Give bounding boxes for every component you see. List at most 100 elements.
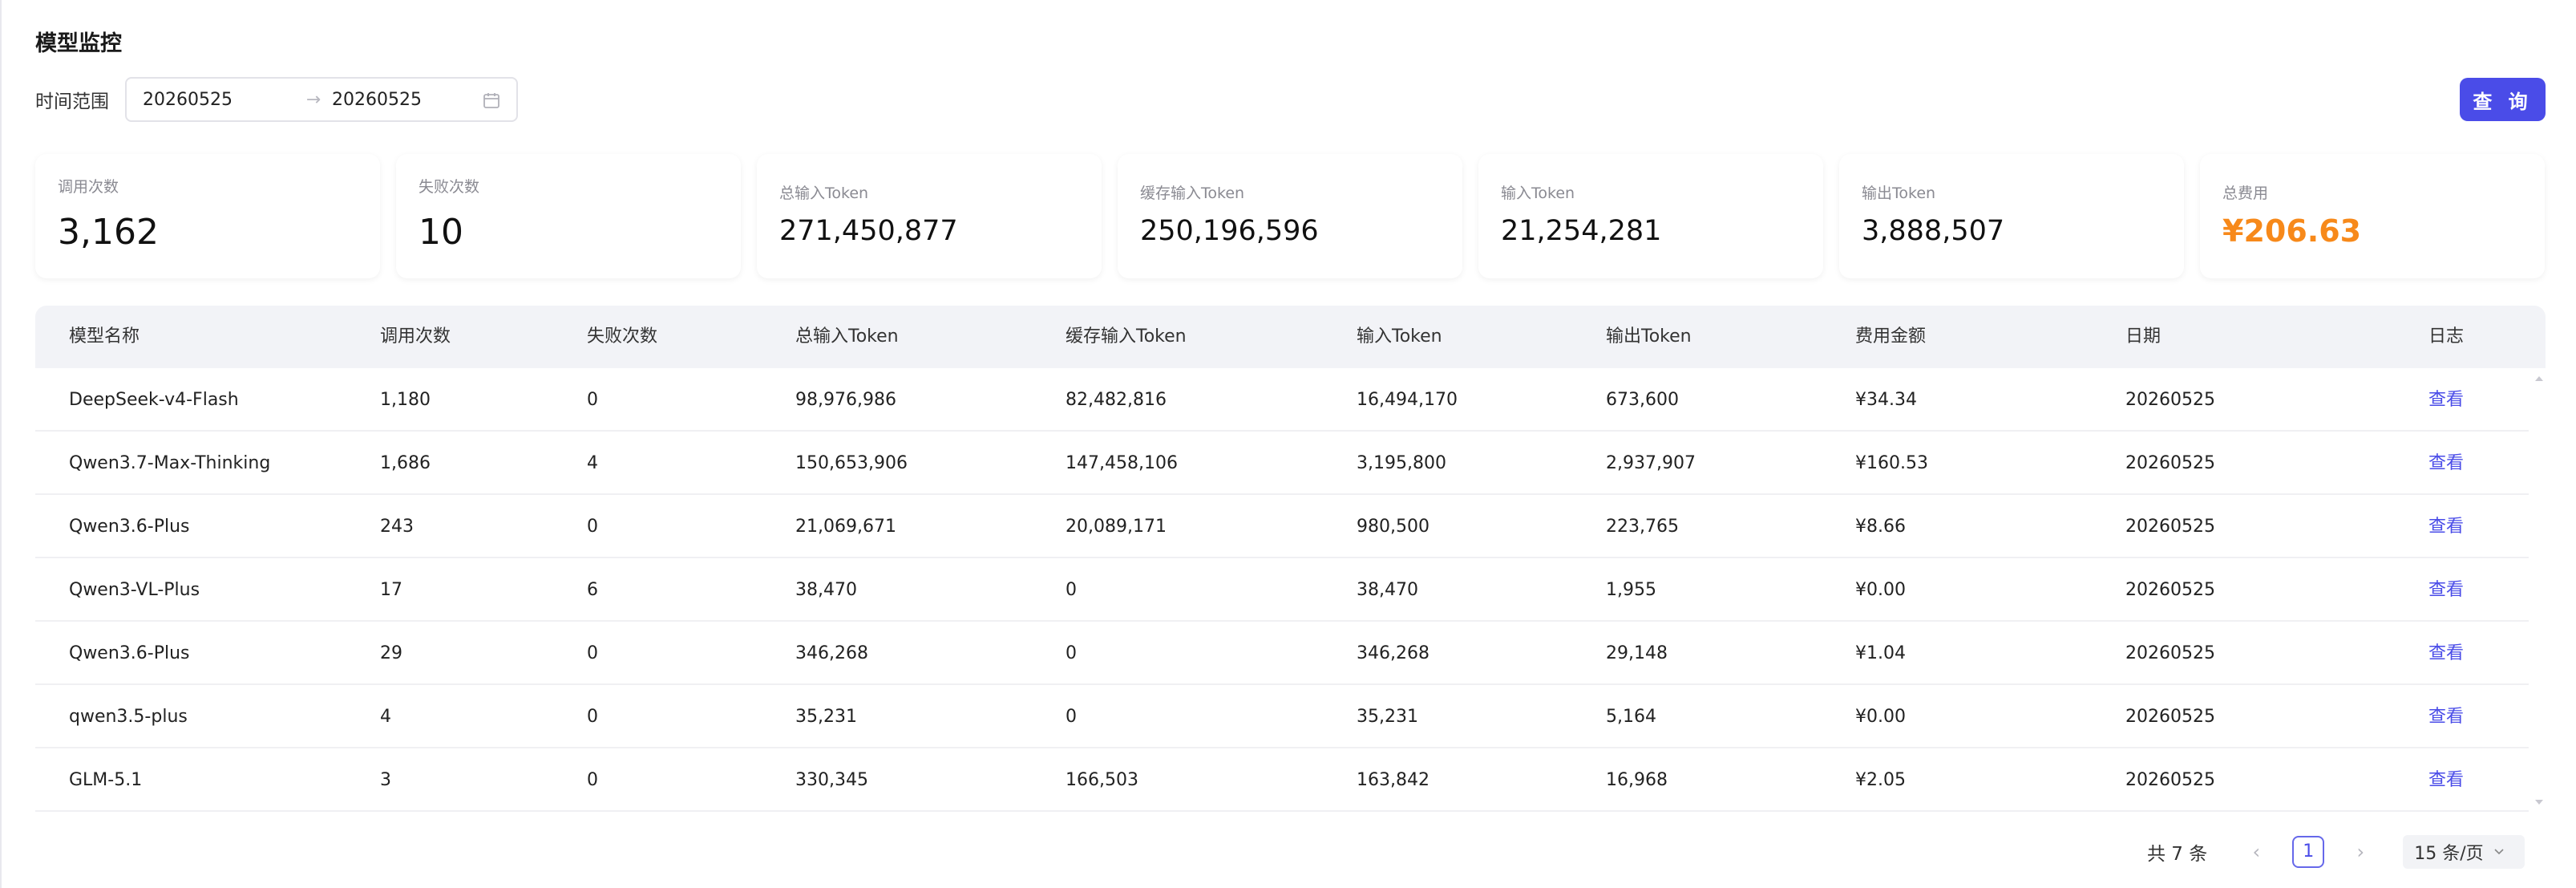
calendar-icon[interactable] bbox=[483, 91, 500, 109]
view-log-link[interactable]: 查看 bbox=[2428, 580, 2465, 600]
table-cell: 16,968 bbox=[1606, 770, 1668, 790]
scroll-down-icon[interactable] bbox=[2535, 800, 2543, 805]
table-cell: 4 bbox=[380, 707, 391, 727]
table-cell: 20260525 bbox=[2125, 643, 2215, 663]
stat-value: 3,162 bbox=[58, 212, 159, 253]
table-cell: 0 bbox=[1066, 580, 1077, 600]
time-range-label: 时间范围 bbox=[35, 91, 109, 112]
table-cell: 21,069,671 bbox=[795, 517, 896, 537]
view-log-link[interactable]: 查看 bbox=[2428, 453, 2465, 473]
table-cell: 0 bbox=[1066, 707, 1077, 727]
stat-cards: 调用次数 3,162 失败次数 10 总输入Token 271,450,877 … bbox=[35, 154, 2546, 278]
column-header: 模型名称 bbox=[69, 326, 140, 347]
table-cell: 35,231 bbox=[795, 707, 857, 727]
stat-label: 调用次数 bbox=[58, 178, 119, 196]
table-row: Qwen3.7-Max-Thinking 1,686 4 150,653,906 147… bbox=[35, 432, 2529, 495]
stat-label: 输入Token bbox=[1501, 184, 1575, 202]
stat-card-input-token: 输入Token 21,254,281 bbox=[1478, 154, 1823, 278]
table-cell: 2,937,907 bbox=[1606, 453, 1696, 473]
column-header: 失败次数 bbox=[587, 326, 658, 347]
pagination: 共 7 条 ‹ 1 › 15 条/页 bbox=[2147, 834, 2525, 870]
table-cell: ¥34.34 bbox=[1855, 390, 1917, 410]
stat-value: 271,450,877 bbox=[779, 215, 958, 247]
model-usage-table: 模型名称 调用次数 失败次数 总输入Token 缓存输入Token 输入Toke… bbox=[35, 306, 2546, 813]
column-header: 日志 bbox=[2428, 326, 2465, 347]
table-cell: ¥8.66 bbox=[1855, 517, 1906, 537]
table-cell: ¥0.00 bbox=[1855, 707, 1906, 727]
stat-value: 10 bbox=[419, 212, 463, 253]
query-button[interactable]: 查 询 bbox=[2460, 78, 2546, 121]
table-cell: 147,458,106 bbox=[1066, 453, 1178, 473]
page-button-current[interactable]: 1 bbox=[2292, 836, 2325, 868]
chevron-left-icon[interactable]: ‹ bbox=[2252, 841, 2261, 863]
table-cell: 0 bbox=[587, 707, 598, 727]
table-row: DeepSeek-v4-Flash 1,180 0 98,976,986 82,482,… bbox=[35, 368, 2529, 432]
table-cell: 20260525 bbox=[2125, 770, 2215, 790]
range-separator-icon: → bbox=[305, 89, 321, 110]
view-log-link[interactable]: 查看 bbox=[2428, 707, 2465, 727]
table-cell: 166,503 bbox=[1066, 770, 1138, 790]
table-cell: 1,180 bbox=[380, 390, 431, 410]
table-cell: 0 bbox=[587, 770, 598, 790]
stat-card-cached-input-token: 缓存输入Token 250,196,596 bbox=[1118, 154, 1462, 278]
table-cell: 20260525 bbox=[2125, 453, 2215, 473]
table-cell: Qwen3.7-Max-Thinking bbox=[69, 453, 271, 473]
total-count: 共 7 条 bbox=[2147, 844, 2208, 865]
table-cell: 1,686 bbox=[380, 453, 431, 473]
stat-label: 输出Token bbox=[1862, 184, 1936, 202]
table-cell: ¥1.04 bbox=[1855, 643, 1906, 663]
stat-card-calls: 调用次数 3,162 bbox=[35, 154, 380, 278]
table-cell: 29,148 bbox=[1606, 643, 1668, 663]
table-header: 模型名称 调用次数 失败次数 总输入Token 缓存输入Token 输入Toke… bbox=[35, 306, 2546, 368]
stat-card-failures: 失败次数 10 bbox=[396, 154, 741, 278]
table-cell: ¥160.53 bbox=[1855, 453, 1928, 473]
table-cell: 20260525 bbox=[2125, 390, 2215, 410]
table-cell: 20260525 bbox=[2125, 580, 2215, 600]
table-cell: 1,955 bbox=[1606, 580, 1656, 600]
table-cell: 20,089,171 bbox=[1066, 517, 1167, 537]
table-cell: 38,470 bbox=[795, 580, 857, 600]
view-log-link[interactable]: 查看 bbox=[2428, 517, 2465, 537]
view-log-link[interactable]: 查看 bbox=[2428, 770, 2465, 790]
column-header: 总输入Token bbox=[795, 326, 899, 347]
column-header: 输出Token bbox=[1606, 326, 1692, 347]
column-header: 缓存输入Token bbox=[1066, 326, 1187, 347]
view-log-link[interactable]: 查看 bbox=[2428, 390, 2465, 410]
range-end-input[interactable]: 20260525 bbox=[332, 89, 422, 110]
table-cell: 5,164 bbox=[1606, 707, 1656, 727]
column-header: 调用次数 bbox=[380, 326, 451, 347]
stat-label: 失败次数 bbox=[419, 178, 480, 196]
stat-label: 总费用 bbox=[2222, 184, 2269, 202]
page-size-select[interactable]: 15 条/页 bbox=[2403, 835, 2525, 869]
scroll-up-icon[interactable] bbox=[2535, 376, 2543, 381]
table-cell: 0 bbox=[587, 643, 598, 663]
table-cell: 20260525 bbox=[2125, 707, 2215, 727]
table-cell: 17 bbox=[380, 580, 402, 600]
table-row: Qwen3.6-Plus 243 0 21,069,671 20,089,171 980,… bbox=[35, 495, 2529, 558]
stat-card-output-token: 输出Token 3,888,507 bbox=[1839, 154, 2184, 278]
table-cell: ¥2.05 bbox=[1855, 770, 1906, 790]
view-log-link[interactable]: 查看 bbox=[2428, 643, 2465, 663]
chevron-right-icon[interactable]: › bbox=[2356, 841, 2365, 863]
table-cell: 346,268 bbox=[1357, 643, 1430, 663]
column-header: 费用金额 bbox=[1855, 326, 1927, 347]
table-row: GLM-5.1 3 0 330,345 166,503 163,842 16,968 ¥2.0… bbox=[35, 748, 2529, 812]
stat-card-total-cost: 总费用 ¥206.63 bbox=[2200, 154, 2545, 278]
table-row: Qwen3.6-Plus 29 0 346,268 0 346,268 29,148 ¥1.0… bbox=[35, 622, 2529, 685]
date-range-picker[interactable]: 20260525 → 20260525 bbox=[125, 77, 518, 122]
table-cell: GLM-5.1 bbox=[69, 770, 143, 790]
stat-value-cost: ¥206.63 bbox=[2222, 213, 2362, 249]
table-cell: 150,653,906 bbox=[795, 453, 908, 473]
table-cell: 6 bbox=[587, 580, 598, 600]
table-cell: DeepSeek-v4-Flash bbox=[69, 390, 239, 410]
table-row: qwen3.5-plus 4 0 35,231 0 35,231 5,164 ¥0.00 202… bbox=[35, 685, 2529, 748]
page-size-value: 15 条/页 bbox=[2414, 844, 2484, 864]
range-start-input[interactable]: 20260525 bbox=[143, 89, 233, 110]
table-cell: 3 bbox=[380, 770, 391, 790]
table-cell: 673,600 bbox=[1606, 390, 1679, 410]
table-cell: Qwen3.6-Plus bbox=[69, 643, 190, 663]
table-cell: 38,470 bbox=[1357, 580, 1418, 600]
stat-value: 250,196,596 bbox=[1140, 215, 1319, 247]
column-header: 输入Token bbox=[1357, 326, 1442, 347]
table-cell: 98,976,986 bbox=[795, 390, 896, 410]
